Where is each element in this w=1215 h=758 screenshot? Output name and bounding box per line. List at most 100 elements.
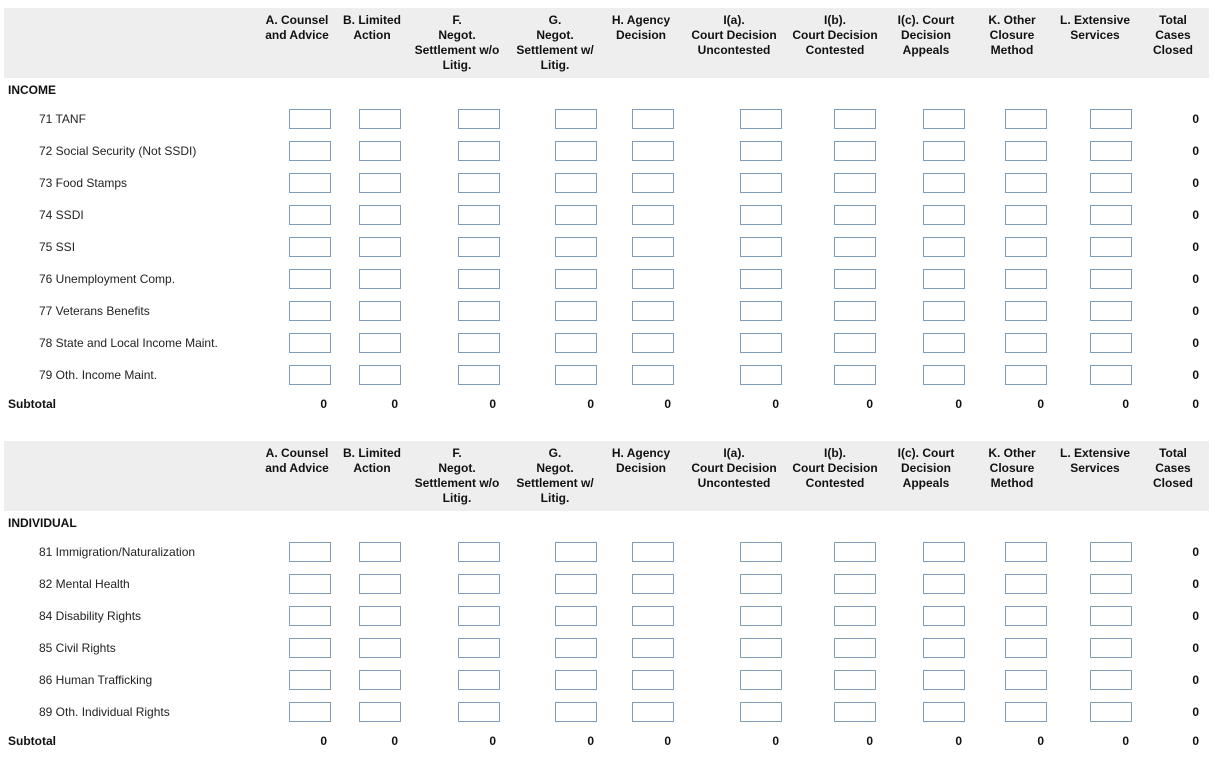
- count-input[interactable]: [359, 141, 401, 161]
- count-input[interactable]: [632, 574, 674, 594]
- count-input[interactable]: [359, 365, 401, 385]
- count-input[interactable]: [740, 109, 782, 129]
- count-input[interactable]: [923, 173, 965, 193]
- count-input[interactable]: [632, 542, 674, 562]
- count-input[interactable]: [740, 301, 782, 321]
- count-input[interactable]: [289, 606, 331, 626]
- count-input[interactable]: [740, 237, 782, 257]
- count-input[interactable]: [289, 301, 331, 321]
- count-input[interactable]: [1090, 702, 1132, 722]
- count-input[interactable]: [359, 638, 401, 658]
- count-input[interactable]: [1005, 141, 1047, 161]
- count-input[interactable]: [1005, 205, 1047, 225]
- count-input[interactable]: [1090, 237, 1132, 257]
- count-input[interactable]: [289, 702, 331, 722]
- count-input[interactable]: [632, 365, 674, 385]
- count-input[interactable]: [458, 638, 500, 658]
- count-input[interactable]: [923, 638, 965, 658]
- count-input[interactable]: [1005, 237, 1047, 257]
- count-input[interactable]: [632, 205, 674, 225]
- count-input[interactable]: [740, 269, 782, 289]
- count-input[interactable]: [458, 173, 500, 193]
- count-input[interactable]: [458, 237, 500, 257]
- count-input[interactable]: [458, 269, 500, 289]
- count-input[interactable]: [923, 606, 965, 626]
- count-input[interactable]: [632, 606, 674, 626]
- count-input[interactable]: [923, 141, 965, 161]
- count-input[interactable]: [1005, 301, 1047, 321]
- count-input[interactable]: [458, 702, 500, 722]
- count-input[interactable]: [834, 109, 876, 129]
- count-input[interactable]: [289, 109, 331, 129]
- count-input[interactable]: [555, 333, 597, 353]
- count-input[interactable]: [923, 702, 965, 722]
- count-input[interactable]: [289, 365, 331, 385]
- count-input[interactable]: [632, 702, 674, 722]
- count-input[interactable]: [632, 670, 674, 690]
- count-input[interactable]: [458, 365, 500, 385]
- count-input[interactable]: [1090, 542, 1132, 562]
- count-input[interactable]: [458, 109, 500, 129]
- count-input[interactable]: [359, 333, 401, 353]
- count-input[interactable]: [740, 542, 782, 562]
- count-input[interactable]: [289, 173, 331, 193]
- count-input[interactable]: [359, 237, 401, 257]
- count-input[interactable]: [1090, 638, 1132, 658]
- count-input[interactable]: [632, 109, 674, 129]
- count-input[interactable]: [923, 365, 965, 385]
- count-input[interactable]: [740, 333, 782, 353]
- count-input[interactable]: [555, 702, 597, 722]
- count-input[interactable]: [555, 301, 597, 321]
- count-input[interactable]: [834, 173, 876, 193]
- count-input[interactable]: [1090, 109, 1132, 129]
- count-input[interactable]: [359, 606, 401, 626]
- count-input[interactable]: [740, 205, 782, 225]
- count-input[interactable]: [834, 606, 876, 626]
- count-input[interactable]: [555, 606, 597, 626]
- count-input[interactable]: [359, 269, 401, 289]
- count-input[interactable]: [1005, 606, 1047, 626]
- count-input[interactable]: [923, 670, 965, 690]
- count-input[interactable]: [1005, 702, 1047, 722]
- count-input[interactable]: [834, 670, 876, 690]
- count-input[interactable]: [1005, 333, 1047, 353]
- count-input[interactable]: [458, 574, 500, 594]
- count-input[interactable]: [923, 237, 965, 257]
- count-input[interactable]: [289, 333, 331, 353]
- count-input[interactable]: [834, 333, 876, 353]
- count-input[interactable]: [555, 574, 597, 594]
- count-input[interactable]: [1005, 542, 1047, 562]
- count-input[interactable]: [555, 638, 597, 658]
- count-input[interactable]: [923, 109, 965, 129]
- count-input[interactable]: [458, 542, 500, 562]
- count-input[interactable]: [1090, 205, 1132, 225]
- count-input[interactable]: [1005, 365, 1047, 385]
- count-input[interactable]: [555, 365, 597, 385]
- count-input[interactable]: [555, 670, 597, 690]
- count-input[interactable]: [632, 141, 674, 161]
- count-input[interactable]: [1005, 574, 1047, 594]
- count-input[interactable]: [740, 173, 782, 193]
- count-input[interactable]: [834, 269, 876, 289]
- count-input[interactable]: [1090, 333, 1132, 353]
- count-input[interactable]: [632, 173, 674, 193]
- count-input[interactable]: [458, 301, 500, 321]
- count-input[interactable]: [289, 574, 331, 594]
- count-input[interactable]: [834, 542, 876, 562]
- count-input[interactable]: [923, 542, 965, 562]
- count-input[interactable]: [632, 301, 674, 321]
- count-input[interactable]: [1090, 574, 1132, 594]
- count-input[interactable]: [1090, 269, 1132, 289]
- count-input[interactable]: [555, 141, 597, 161]
- count-input[interactable]: [555, 109, 597, 129]
- count-input[interactable]: [458, 141, 500, 161]
- count-input[interactable]: [555, 173, 597, 193]
- count-input[interactable]: [359, 702, 401, 722]
- count-input[interactable]: [834, 638, 876, 658]
- count-input[interactable]: [289, 141, 331, 161]
- count-input[interactable]: [740, 702, 782, 722]
- count-input[interactable]: [923, 574, 965, 594]
- count-input[interactable]: [1090, 606, 1132, 626]
- count-input[interactable]: [834, 301, 876, 321]
- count-input[interactable]: [740, 670, 782, 690]
